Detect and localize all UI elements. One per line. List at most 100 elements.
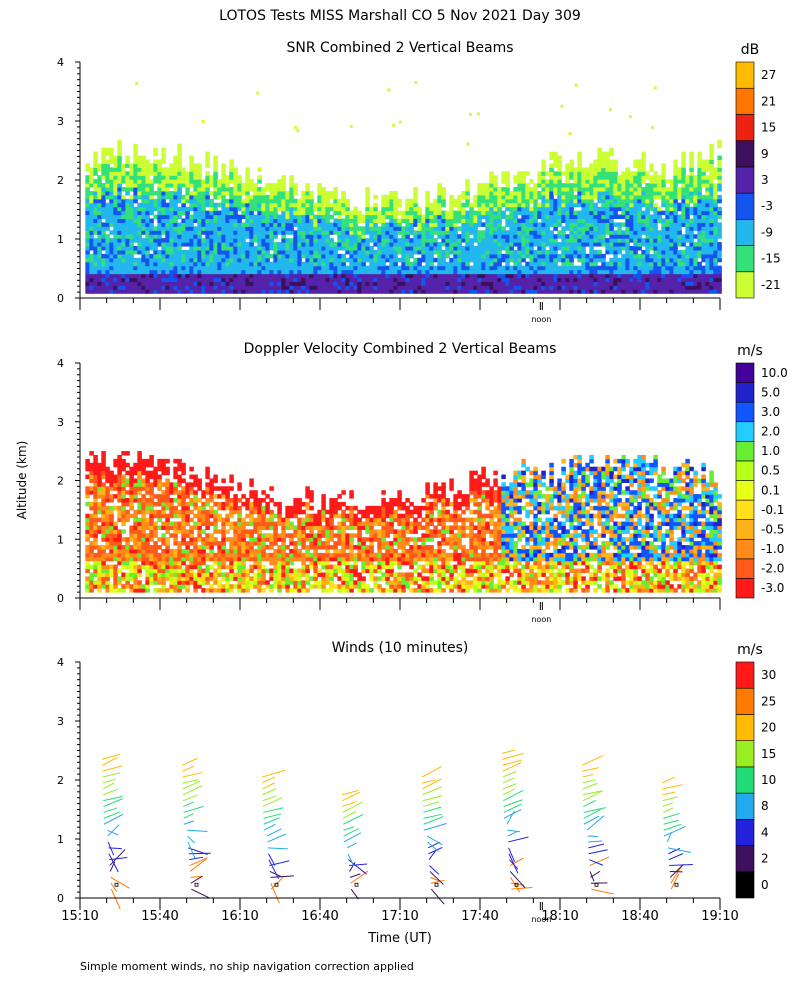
snr-cell: [157, 214, 162, 220]
snr-cell: [617, 277, 622, 282]
snr-cell: [421, 242, 426, 247]
snr-cell: [245, 285, 250, 290]
snr-cell: [125, 198, 130, 204]
snr-cell: [153, 261, 158, 267]
snr-cell: [465, 257, 470, 263]
snr-cell: [385, 265, 390, 271]
snr-cell: [705, 230, 710, 235]
snr-cell: [341, 253, 346, 259]
snr-cell: [413, 249, 418, 255]
snr-cell: [677, 261, 682, 267]
snr-cell: [181, 238, 186, 243]
snr-cell: [509, 202, 514, 208]
snr-cell: [689, 218, 694, 223]
doppler-cell: [97, 466, 102, 472]
snr-cell: [301, 222, 306, 227]
snr-cell: [517, 265, 522, 271]
snr-cell: [633, 163, 638, 168]
snr-cell: [237, 281, 242, 286]
snr-cell: [229, 167, 234, 172]
snr-cell: [609, 202, 614, 208]
snr-cell: [209, 265, 214, 271]
doppler-cell: [89, 545, 94, 550]
snr-cell: [697, 246, 702, 251]
snr-cell: [209, 226, 214, 231]
snr-cell: [641, 151, 646, 157]
snr-cell: [625, 179, 630, 184]
snr-cell: [653, 253, 658, 259]
snr-cell: [673, 218, 678, 223]
snr-cell: [437, 246, 442, 251]
snr-cell: [569, 187, 574, 192]
snr-cell: [365, 190, 370, 196]
doppler-cell: [89, 564, 94, 570]
snr-cell: [277, 226, 282, 231]
snr-cell: [493, 249, 498, 255]
doppler-cell: [85, 458, 90, 464]
snr-cell: [545, 261, 550, 267]
snr-cell: [709, 206, 714, 212]
snr-cell: [613, 214, 618, 220]
snr-cell: [697, 179, 702, 184]
snr-cell: [377, 257, 382, 263]
snr-cell: [381, 230, 386, 235]
snr-cell: [561, 226, 566, 231]
snr-cell: [141, 171, 146, 176]
snr-cell: [97, 269, 102, 275]
snr-cell: [125, 281, 130, 286]
snr-cell: [473, 261, 478, 267]
snr-cell: [249, 269, 254, 275]
snr-cell: [557, 179, 562, 184]
snr-cell: [249, 179, 254, 184]
snr-cell: [509, 194, 514, 200]
snr-cell: [141, 265, 146, 271]
snr-cell: [177, 281, 182, 286]
snr-cell: [189, 163, 194, 168]
snr-cell: [189, 183, 194, 188]
snr-cell: [625, 167, 630, 172]
snr-cell: [661, 273, 666, 279]
snr-cell: [181, 277, 186, 282]
snr-cell: [617, 246, 622, 251]
snr-cell: [577, 230, 582, 235]
snr-cell: [241, 222, 246, 227]
snr-cell: [209, 214, 214, 220]
snr-cell: [633, 183, 638, 188]
snr-cell: [549, 183, 554, 188]
snr-cell: [201, 187, 206, 192]
snr-cell: [517, 253, 522, 259]
snr-cell: [709, 198, 714, 204]
snr-cell: [189, 257, 194, 263]
snr-cell: [161, 179, 166, 184]
snr-cell: [469, 281, 474, 286]
snr-cell: [365, 277, 370, 282]
snr-cell: [269, 183, 274, 188]
snr-cell: [221, 214, 226, 220]
snr-cell: [685, 230, 690, 235]
snr-cell: [193, 246, 198, 251]
snr-cell: [489, 285, 494, 290]
snr-cell: [253, 249, 258, 255]
snr-cell: [357, 230, 362, 235]
snr-cell: [493, 253, 498, 259]
snr-cell: [353, 234, 358, 239]
snr-cell: [145, 210, 150, 216]
snr-cell: [593, 289, 598, 294]
snr-cell: [229, 206, 234, 212]
snr-cell: [657, 214, 662, 220]
snr-cell: [565, 210, 570, 216]
snr-cell: [169, 285, 174, 290]
snr-cell: [441, 230, 446, 235]
snr-cell: [137, 285, 142, 290]
snr-cell: [597, 210, 602, 216]
snr-cell: [717, 253, 722, 259]
snr-cell: [213, 175, 218, 180]
snr-cell: [257, 175, 262, 180]
snr-cell: [397, 222, 402, 227]
snr-cell: [589, 289, 594, 294]
snr-cell: [421, 238, 426, 243]
snr-cell: [225, 187, 230, 192]
doppler-cell: [109, 556, 114, 562]
snr-cell: [605, 175, 610, 180]
snr-cell: [705, 261, 710, 267]
